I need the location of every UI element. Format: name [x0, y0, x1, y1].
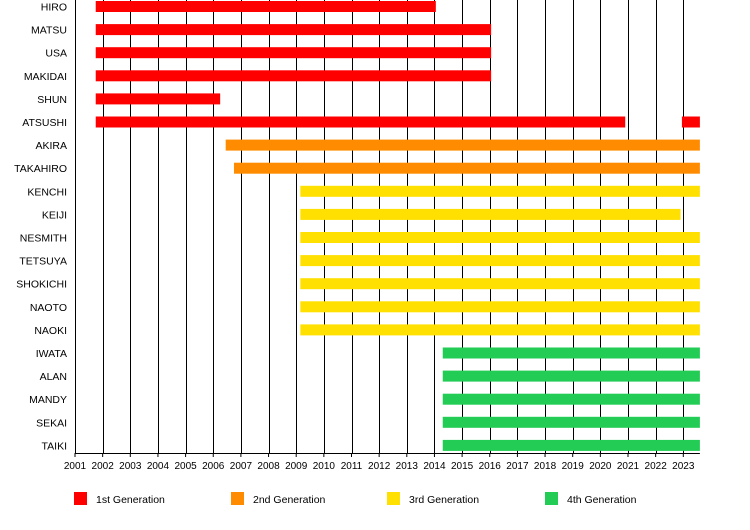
x-tick-label-2005: 2005: [174, 461, 197, 472]
member-label-usa: USA: [45, 48, 67, 60]
bar-matsu-1: [95, 24, 492, 36]
legend-swatch-1: [74, 492, 87, 505]
bar-akira-7: [225, 139, 700, 151]
bar-alan-17: [442, 370, 700, 382]
bar-atsushi-5: [95, 116, 626, 128]
bar-keiji-10: [300, 208, 681, 220]
member-label-makidai: MAKIDAI: [24, 71, 67, 83]
bar-naoki-15: [300, 324, 700, 336]
x-tick-label-2018: 2018: [534, 461, 557, 472]
bar-taiki-20: [442, 439, 700, 451]
bar-hiro-0: [95, 1, 436, 12]
member-label-keiji: KEIJI: [42, 209, 67, 221]
x-tick-label-2001: 2001: [64, 461, 87, 472]
member-label-akira: AKIRA: [35, 140, 67, 152]
bar-makidai-3: [95, 70, 492, 82]
bar-mandy-18: [442, 393, 700, 405]
member-label-takahiro: TAKAHIRO: [14, 163, 67, 175]
member-label-sekai: SEKAI: [36, 417, 67, 429]
gridlines: [75, 0, 684, 453]
member-label-iwata: IWATA: [36, 348, 67, 360]
x-tick-label-2017: 2017: [506, 461, 529, 472]
legend-label-3: 3rd Generation: [409, 494, 479, 506]
member-label-mandy: MANDY: [29, 394, 67, 406]
x-tick-label-2022: 2022: [645, 461, 668, 472]
bar-shun-4: [95, 93, 221, 105]
bar-nesmith-11: [300, 232, 700, 243]
x-tick-label-2019: 2019: [562, 461, 585, 472]
x-axis: 2001 2002 2003 2004 2005 2006 2007 2008 2009 2010…: [64, 453, 700, 472]
member-label-hiro: HIRO: [41, 2, 67, 14]
x-tick-label-2013: 2013: [396, 461, 419, 472]
x-tick-label-2020: 2020: [589, 461, 612, 472]
x-tick-label-2006: 2006: [202, 461, 225, 472]
legend-swatch-2: [231, 492, 244, 505]
member-labels: HIRO MATSU USA MAKIDAI SHUN ATSUSHI AKIRA TAKAH…: [14, 2, 67, 453]
bar-naoto-14: [300, 301, 700, 313]
member-label-shokichi: SHOKICHI: [16, 279, 67, 291]
member-label-kenchi: KENCHI: [27, 186, 67, 198]
legend-swatch-3: [387, 492, 400, 505]
x-tick-label-2008: 2008: [257, 461, 280, 472]
member-label-alan: ALAN: [40, 371, 67, 383]
member-label-taiki: TAIKI: [42, 440, 67, 452]
member-label-naoto: NAOTO: [30, 302, 67, 314]
legend-label-2: 2nd Generation: [253, 494, 326, 506]
x-tick-label-2010: 2010: [313, 461, 336, 472]
x-tick-label-2002: 2002: [92, 461, 115, 472]
member-label-atsushi: ATSUSHI: [22, 117, 67, 129]
bar-tetsuya-12: [300, 255, 700, 267]
bar-sekai-19: [442, 416, 700, 428]
x-tick-label-2021: 2021: [617, 461, 640, 472]
bar-iwata-16: [442, 347, 700, 359]
x-tick-label-2015: 2015: [451, 461, 474, 472]
member-label-matsu: MATSU: [31, 25, 67, 37]
x-tick-label-2009: 2009: [285, 461, 308, 472]
x-tick-label-2012: 2012: [368, 461, 391, 472]
bar-atsushi-6: [681, 116, 700, 128]
bar-takahiro-8: [233, 162, 700, 174]
legend: 1st Generation 2nd Generation 3rd Generati…: [74, 492, 637, 506]
x-tick-label-2016: 2016: [479, 461, 502, 472]
member-label-shun: SHUN: [37, 94, 67, 106]
x-tick-label-2004: 2004: [147, 461, 170, 472]
member-label-tetsuya: TETSUYA: [19, 256, 67, 268]
x-tick-label-2003: 2003: [119, 461, 142, 472]
x-tick-label-2011: 2011: [341, 461, 363, 472]
bar-shokichi-13: [300, 278, 700, 290]
bar-kenchi-9: [300, 185, 700, 197]
legend-swatch-4: [545, 492, 558, 505]
member-label-naoki: NAOKI: [34, 325, 67, 337]
legend-label-1: 1st Generation: [96, 494, 165, 506]
legend-label-4: 4th Generation: [567, 494, 637, 506]
member-label-nesmith: NESMITH: [20, 233, 67, 245]
x-tick-label-2023: 2023: [672, 461, 695, 472]
bar-usa-2: [95, 47, 492, 59]
member-bars: [95, 1, 700, 451]
x-tick-label-2007: 2007: [230, 461, 253, 472]
x-tick-label-2014: 2014: [423, 461, 446, 472]
